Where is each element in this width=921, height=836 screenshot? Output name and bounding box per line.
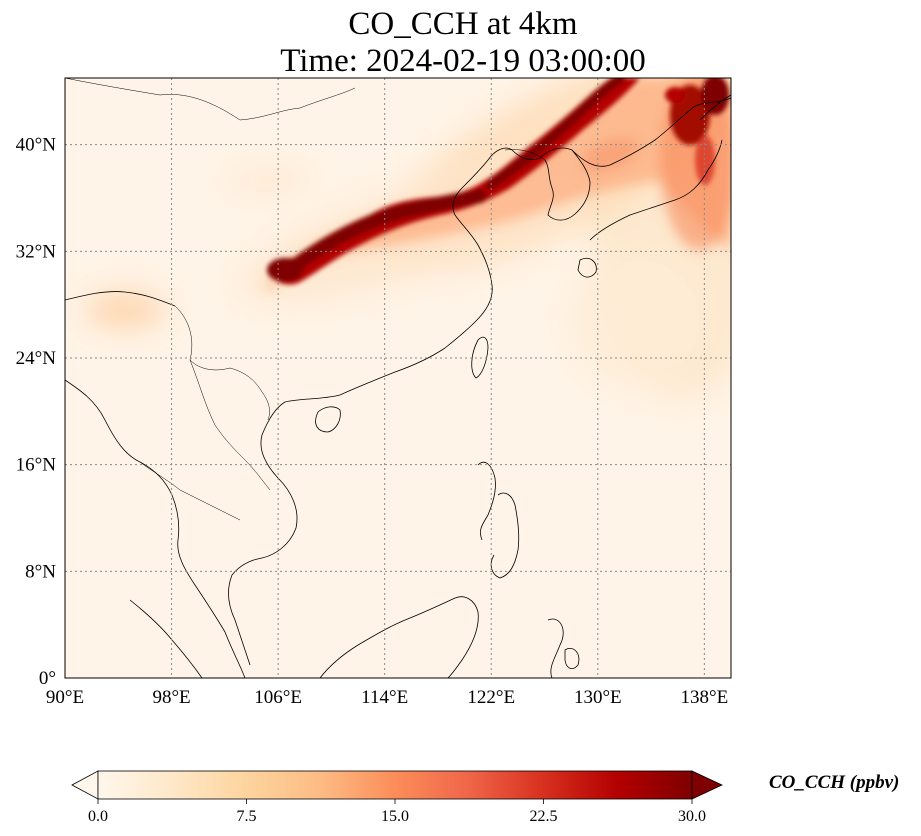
borneo-outline: [319, 596, 479, 678]
himalaya-border: [65, 291, 176, 307]
laos-border: [189, 359, 271, 491]
kyushu-outline: [577, 257, 597, 278]
hokkaido-outline: [699, 94, 731, 121]
lat-tick-label: 40°N: [16, 135, 57, 156]
colorbar-tick-label: 15.0: [381, 808, 409, 825]
lon-tick-label: 98°E: [152, 687, 190, 708]
colorbar-extend-low: [71, 770, 99, 800]
lon-tick-label: 122°E: [467, 687, 515, 708]
small-island-outline: [564, 648, 580, 669]
coastlines: [65, 94, 731, 678]
mongolia-border: [65, 78, 356, 121]
japan-honshu-outline: [589, 139, 723, 241]
lon-tick-label: 114°E: [361, 687, 408, 708]
nk-china-border: [504, 149, 546, 161]
china-coastline: [261, 97, 731, 436]
lat-tick-label: 0°: [39, 668, 56, 689]
lat-tick-label: 16°N: [16, 455, 57, 476]
colorbar-tick-label: 0.0: [88, 808, 108, 825]
colorbar-gradient: [97, 770, 693, 800]
korea-outline: [544, 149, 591, 221]
map-title-time: Time: 2024-02-19 03:00:00: [280, 43, 646, 79]
taiwan-outline: [471, 336, 489, 379]
lon-tick-label: 106°E: [254, 687, 302, 708]
colorbar: 0.0 7.5 15.0 22.5 30.0 CO_CCH (ppbv): [71, 770, 899, 825]
lon-tick-label: 138°E: [681, 687, 729, 708]
map-title-variable: CO_CCH at 4km: [348, 6, 578, 42]
colorbar-tick-label: 22.5: [530, 808, 558, 825]
map-frame: [64, 77, 732, 679]
co-concentration-field: [85, 78, 731, 400]
longitude-ticks: 90°E 98°E 106°E 114°E 122°E 130°E 138°E: [46, 687, 728, 708]
lat-tick-label: 8°N: [25, 561, 56, 582]
hainan-outline: [315, 406, 341, 433]
colorbar-tick-label: 7.5: [237, 808, 257, 825]
lon-tick-label: 90°E: [46, 687, 84, 708]
thailand-border: [139, 461, 241, 521]
latitude-ticks: 0° 8°N 16°N 24°N 32°N 40°N: [16, 135, 57, 689]
china-south-border: [174, 305, 270, 421]
colorbar-ticks: 0.0 7.5 15.0 22.5 30.0: [88, 799, 706, 825]
colorbar-tick-label: 30.0: [678, 808, 706, 825]
lat-tick-label: 32°N: [16, 241, 57, 262]
borders: [65, 78, 546, 521]
colorbar-label: CO_CCH (ppbv): [769, 772, 899, 793]
philippines-outline: [477, 461, 520, 579]
sulawesi-outline: [547, 618, 564, 678]
lon-tick-label: 130°E: [574, 687, 622, 708]
colorbar-extend-high: [691, 770, 723, 800]
lat-tick-label: 24°N: [16, 348, 57, 369]
co-plume-core: [267, 78, 729, 285]
